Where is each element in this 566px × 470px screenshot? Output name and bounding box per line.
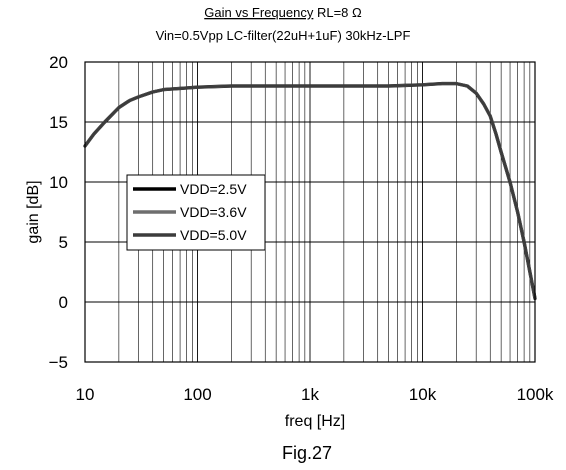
x-tick-label: 10 [76,385,95,404]
legend: VDD=2.5V VDD=3.6V VDD=5.0V [126,174,266,251]
figure-label: Fig.27 [282,443,332,463]
x-axis-label: freq [Hz] [285,413,345,430]
x-tick-label: 10k [409,385,437,404]
grid-lines [85,62,535,362]
legend-label: VDD=2.5V [180,181,247,197]
plot-frame [84,61,536,363]
y-tick-label: 20 [49,53,68,72]
y-tick-label: 0 [59,293,68,312]
y-axis-label: gain [dB] [25,180,42,243]
chart-title: Gain vs Frequency RL=8 Ω [204,5,362,20]
chart-title-main: Gain vs Frequency [204,5,314,20]
series-line-3 [83,82,537,300]
series-layer [83,81,537,301]
x-tick-label: 100 [183,385,211,404]
x-tick-label: 100k [517,385,554,404]
y-tick-label: 10 [49,173,68,192]
chart-subtitle: Vin=0.5Vpp LC-filter(22uH+1uF) 30kHz-LPF [156,28,411,43]
chart-title-suffix: RL=8 Ω [313,5,362,20]
x-tick-label: 1k [301,385,319,404]
y-tick-label: −5 [49,353,68,372]
legend-label: VDD=3.6V [180,204,247,220]
y-tick-label: 5 [59,233,68,252]
x-tick-labels: 10 100 1k 10k 100k [76,385,554,404]
y-tick-labels: 20 15 10 5 0 −5 [49,53,68,372]
legend-label: VDD=5.0V [180,227,247,243]
y-tick-label: 15 [49,113,68,132]
